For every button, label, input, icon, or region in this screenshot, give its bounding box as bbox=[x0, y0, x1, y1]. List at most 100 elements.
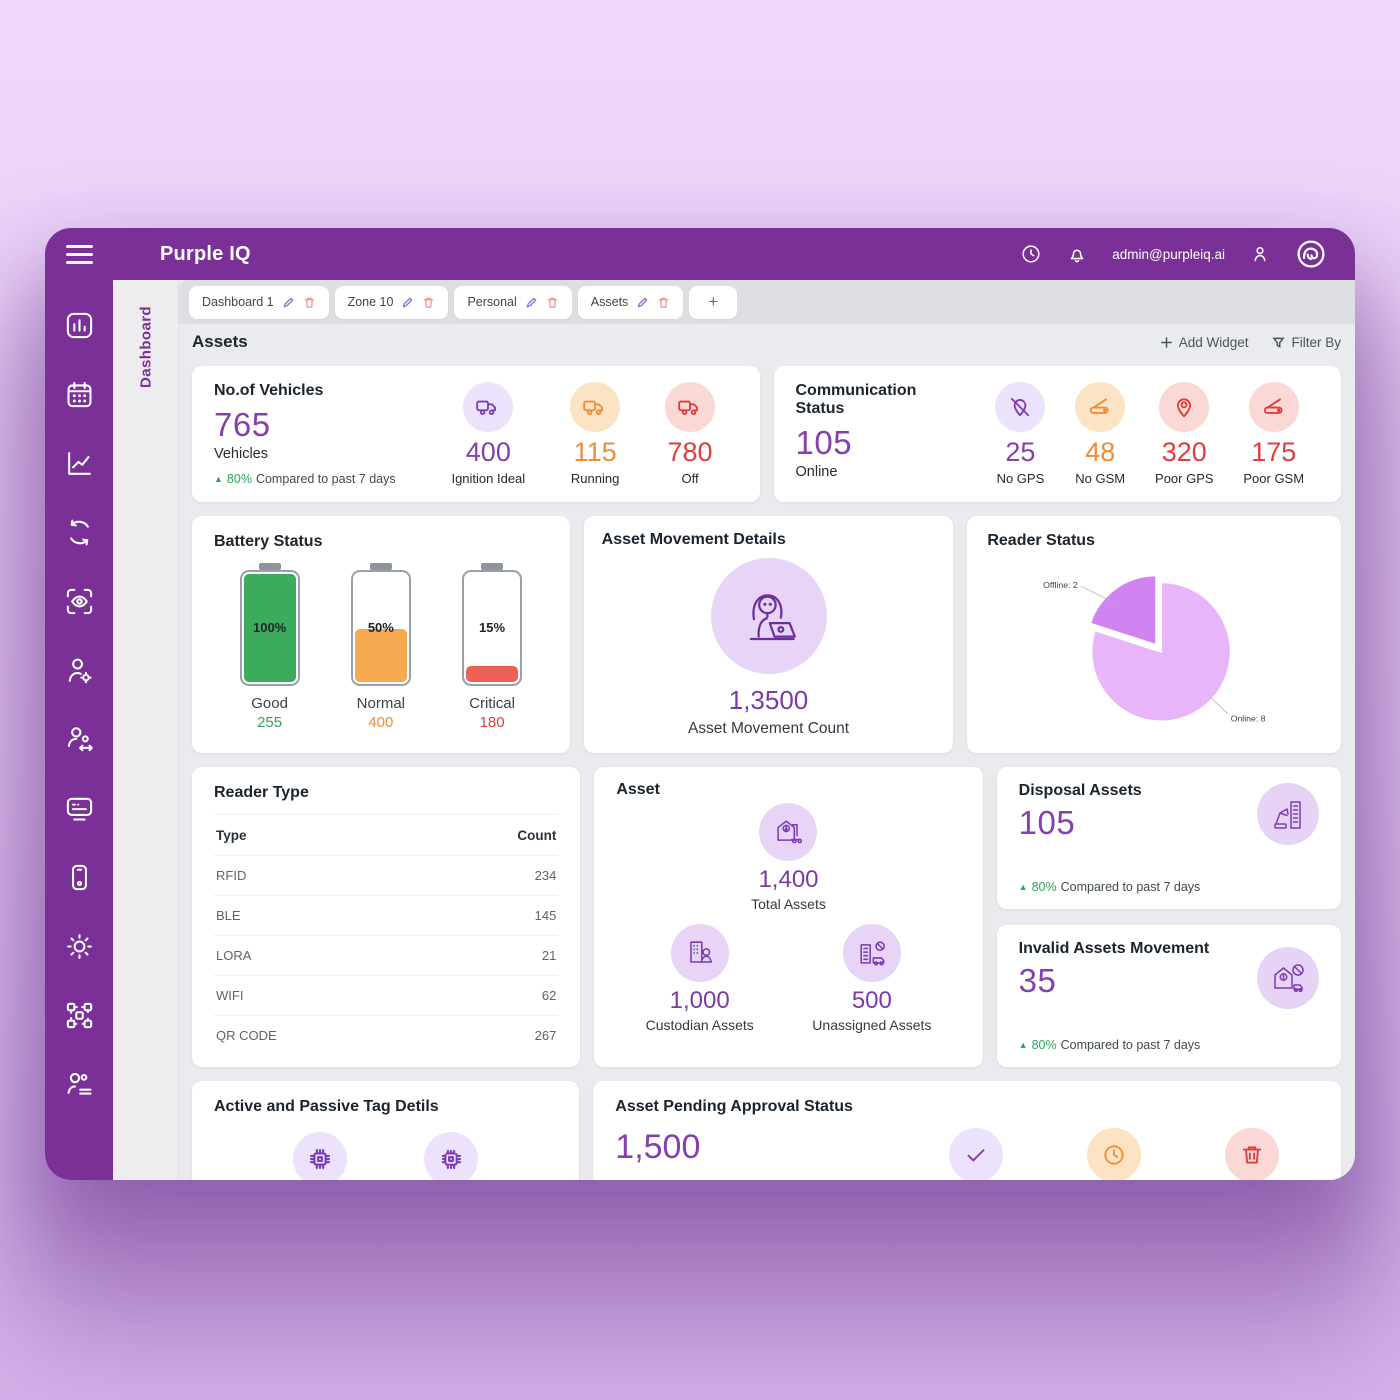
card-title: Battery Status bbox=[214, 533, 323, 550]
vehicles-unit: Vehicles bbox=[214, 446, 269, 462]
reader-type-header: Type Count bbox=[214, 814, 559, 856]
battery-label: Critical bbox=[469, 695, 515, 712]
tabbar: Dashboard 1 Zone 10 Personal Assets bbox=[179, 280, 1355, 324]
card-title: Asset bbox=[616, 781, 660, 798]
tab-assets[interactable]: Assets bbox=[577, 285, 684, 319]
table-row[interactable]: BLE 145 bbox=[214, 896, 559, 936]
user-transfer-icon[interactable] bbox=[64, 724, 95, 755]
invalid-assets-value: 35 bbox=[1018, 962, 1057, 999]
trash-icon[interactable] bbox=[303, 296, 316, 309]
bar-chart-icon[interactable] bbox=[64, 310, 95, 341]
card-reader-status: Reader Status Offline: 2 Online: 8 bbox=[967, 516, 1342, 753]
tab-label: Assets bbox=[590, 295, 629, 309]
truck-icon bbox=[476, 400, 497, 415]
building-person-icon bbox=[689, 941, 712, 963]
tab-label: Zone 10 bbox=[347, 295, 394, 309]
trend-pct: 80% bbox=[1031, 880, 1057, 894]
stat-value: 320 bbox=[1161, 437, 1207, 467]
network-nodes-icon[interactable] bbox=[64, 1000, 95, 1031]
row-type: BLE bbox=[216, 908, 241, 923]
tab-zone-10[interactable]: Zone 10 bbox=[334, 285, 449, 319]
trash-icon[interactable] bbox=[422, 296, 435, 309]
online-unit: Online bbox=[795, 464, 838, 480]
woman-laptop-illustration bbox=[710, 558, 827, 674]
row-type: LORA bbox=[216, 948, 252, 963]
topbar: Purple IQ admin@purpleiq.ai bbox=[45, 228, 1355, 280]
stat-poor-gsm: 175 Poor GSM bbox=[1243, 382, 1304, 486]
battery-shell: 100% bbox=[239, 570, 300, 686]
online-count: 105 bbox=[795, 424, 853, 461]
pie-slice-online[interactable] bbox=[1090, 581, 1233, 723]
clock-icon[interactable] bbox=[1020, 243, 1042, 265]
row-type: WIFI bbox=[216, 988, 244, 1003]
column-type: Type bbox=[216, 828, 247, 843]
table-row[interactable]: WIFI 62 bbox=[214, 976, 559, 1016]
trash-icon[interactable] bbox=[546, 296, 559, 309]
card-title: Disposal Assets bbox=[1018, 782, 1142, 799]
hamburger-menu-icon[interactable] bbox=[65, 244, 93, 264]
sync-icon[interactable] bbox=[64, 517, 95, 548]
stat-label: Poor GPS bbox=[1155, 471, 1214, 486]
trash-icon[interactable] bbox=[657, 296, 670, 309]
add-widget-button[interactable]: Add Widget bbox=[1160, 335, 1248, 350]
user-email[interactable]: admin@purpleiq.ai bbox=[1112, 246, 1225, 262]
table-row[interactable]: RFID 234 bbox=[214, 856, 559, 896]
person-icon[interactable] bbox=[1249, 243, 1271, 265]
monitor-icon[interactable] bbox=[64, 793, 95, 824]
mobile-icon[interactable] bbox=[64, 862, 95, 893]
card-title: Asset Movement Details bbox=[601, 531, 786, 548]
battery-cap bbox=[369, 563, 392, 570]
sidebar bbox=[45, 280, 113, 1180]
card-battery-status: Battery Status 100% Good 255 bbox=[192, 516, 570, 753]
card-active-passive-tags: Active and Passive Tag Detils bbox=[192, 1081, 580, 1180]
sun-icon[interactable] bbox=[64, 931, 95, 962]
edit-icon[interactable] bbox=[401, 296, 414, 309]
battery-pct: 50% bbox=[367, 620, 394, 636]
chip-dotted-icon bbox=[424, 1132, 479, 1180]
stat-label: Running bbox=[570, 471, 620, 486]
stat-no-gsm: 48 No GSM bbox=[1075, 382, 1126, 486]
line-chart-icon[interactable] bbox=[64, 448, 95, 479]
app-window: Purple IQ admin@purpleiq.ai Dashb bbox=[45, 228, 1355, 1180]
row-count: 62 bbox=[541, 988, 557, 1003]
card-title: No.of Vehicles bbox=[214, 382, 324, 399]
unassigned-assets-value: 500 bbox=[851, 987, 892, 1014]
bell-icon[interactable] bbox=[1066, 243, 1088, 265]
edit-icon[interactable] bbox=[282, 296, 295, 309]
row-count: 234 bbox=[534, 868, 557, 883]
asset-movement-count: 1,3500 bbox=[728, 685, 809, 715]
total-assets-value: 1,400 bbox=[758, 866, 819, 893]
battery-fill bbox=[466, 666, 519, 682]
tab-personal[interactable]: Personal bbox=[454, 285, 572, 319]
user-gear-icon[interactable] bbox=[64, 655, 95, 686]
tab-dashboard-1[interactable]: Dashboard 1 bbox=[189, 285, 329, 319]
reader-status-pie-chart: Offline: 2 Online: 8 bbox=[1043, 574, 1266, 723]
calendar-icon[interactable] bbox=[64, 379, 95, 410]
elephant-logo-icon[interactable] bbox=[1295, 238, 1327, 270]
user-list-icon[interactable] bbox=[64, 1069, 95, 1100]
battery-fill bbox=[354, 629, 407, 682]
stat-value: 400 bbox=[465, 437, 511, 467]
pie-slice-offline[interactable] bbox=[1089, 574, 1158, 647]
filter-by-button[interactable]: Filter By bbox=[1272, 335, 1341, 350]
page-title: Assets bbox=[192, 332, 248, 351]
trend-up-icon: ▲ bbox=[1018, 1040, 1028, 1050]
app-title: Purple IQ bbox=[160, 242, 251, 265]
edit-icon[interactable] bbox=[636, 296, 649, 309]
add-tab-button[interactable]: + bbox=[689, 285, 738, 319]
row-type: QR CODE bbox=[216, 1028, 277, 1043]
pie-label-offline: Offline: 2 bbox=[1043, 580, 1078, 590]
clock-pending-icon bbox=[1087, 1128, 1141, 1180]
trend-text: Compared to past 7 days bbox=[255, 472, 396, 486]
table-row[interactable]: LORA 21 bbox=[214, 936, 559, 976]
edit-icon[interactable] bbox=[525, 296, 538, 309]
table-row[interactable]: QR CODE 267 bbox=[214, 1016, 558, 1055]
check-icon bbox=[949, 1128, 1003, 1180]
scan-eye-icon[interactable] bbox=[64, 586, 95, 617]
card-title: Asset Pending Approval Status bbox=[615, 1098, 853, 1115]
card-disposal-assets: Disposal Assets 105 ▲ 80% Compared to pa… bbox=[996, 767, 1341, 909]
battery-count: 255 bbox=[257, 714, 283, 731]
vehicles-count: 765 bbox=[214, 406, 271, 443]
battery-count: 180 bbox=[479, 714, 505, 731]
stat-label: No GSM bbox=[1075, 471, 1126, 486]
